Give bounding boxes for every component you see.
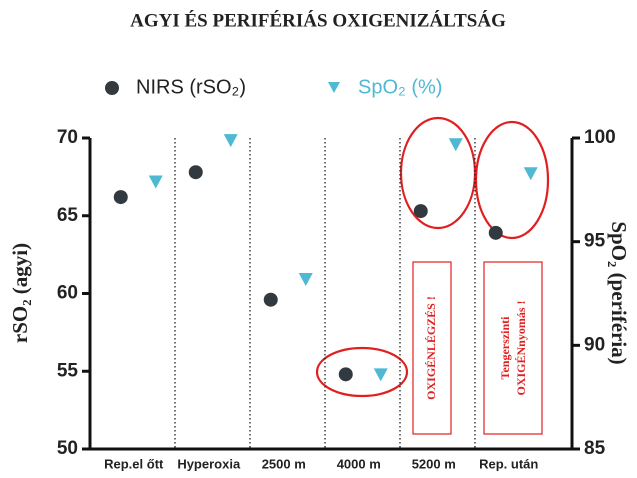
data-point	[488, 225, 503, 240]
annotation-boxes	[412, 261, 543, 435]
annotation-box	[483, 261, 543, 435]
data-point	[223, 134, 238, 148]
annotation: Tengerszinti	[498, 316, 512, 380]
highlight-ellipse	[474, 120, 550, 240]
data-point	[298, 272, 313, 286]
highlight-ellipse	[399, 116, 477, 230]
x-tick-label: Hyperoxia	[177, 456, 241, 471]
x-tick-label: 5200 m	[412, 456, 456, 471]
data-point	[448, 138, 463, 152]
y2-tick-label: 100	[584, 127, 616, 148]
y-tick-label: 60	[57, 283, 78, 304]
data-point	[188, 165, 203, 180]
y-axis-label: rSO₂ (agyi)	[8, 243, 32, 343]
x-tick-label: 2500 m	[262, 456, 306, 471]
legend-marker	[328, 82, 340, 93]
highlight-ellipse	[315, 346, 409, 398]
data-point	[263, 292, 278, 307]
annotation-box	[412, 261, 452, 435]
legend-label: NIRS (rSO₂)	[136, 76, 246, 98]
highlights	[315, 116, 550, 398]
y2-tick-label: 90	[584, 334, 605, 355]
chart-title: AGYI ÉS PERIFÉRIÁS OXIGENIZÁLTSÁG	[130, 9, 506, 31]
data-point	[523, 167, 538, 181]
data-point	[113, 190, 128, 205]
x-tick-label: Rep.el őtt	[104, 456, 164, 471]
y2-tick-label: 85	[584, 438, 606, 459]
data-point	[148, 175, 163, 189]
annotation: OXIGÉNLÉGZÉS !	[424, 296, 438, 400]
y2-axis-label: SpO₂ (periféria)	[607, 221, 631, 364]
y-tick-label: 70	[57, 127, 78, 148]
y-tick-label: 65	[57, 205, 79, 226]
data-point	[413, 204, 428, 219]
annotation: OXIGÉNnyomás !	[514, 300, 528, 395]
data-point	[338, 367, 353, 382]
x-tick-label: Rep. után	[479, 456, 538, 471]
data-point	[373, 368, 388, 382]
legend-label: SpO₂ (%)	[358, 76, 442, 98]
x-tick-label: 4000 m	[337, 456, 381, 471]
legend-marker	[105, 81, 119, 95]
y-tick-label: 55	[57, 360, 79, 381]
y2-tick-label: 95	[584, 231, 606, 252]
y-tick-label: 50	[57, 438, 78, 459]
